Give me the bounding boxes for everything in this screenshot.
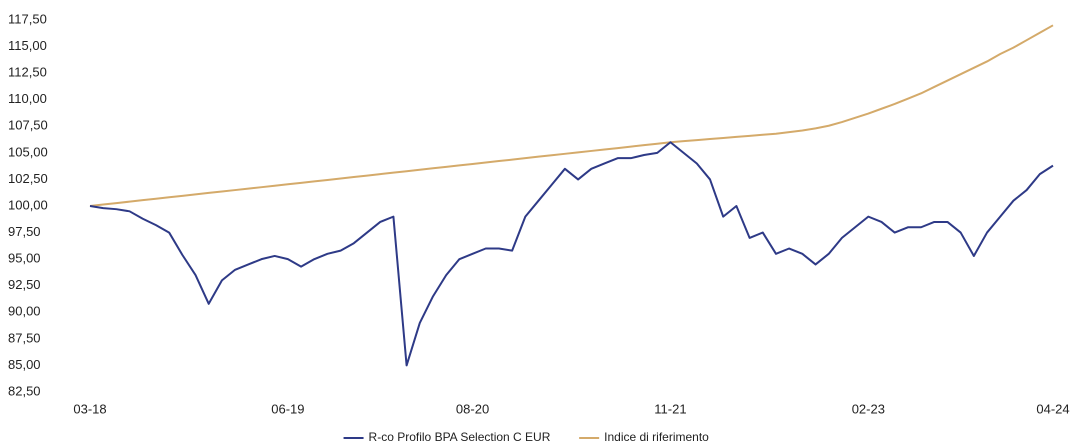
x-tick-label: 03-18 — [73, 401, 106, 416]
y-tick-label: 107,50 — [8, 118, 48, 133]
x-tick-label: 11-21 — [654, 401, 686, 416]
series-line — [89, 141, 1054, 367]
y-tick-label: 115,00 — [8, 38, 47, 53]
y-tick-label: 87,50 — [8, 330, 41, 345]
y-tick-label: 102,50 — [8, 171, 48, 186]
x-tick-label: 04-24 — [1036, 401, 1069, 416]
legend-label: Indice di riferimento — [604, 430, 709, 444]
y-tick-label: 85,00 — [8, 357, 41, 372]
y-tick-label: 95,00 — [8, 251, 41, 266]
legend-label: R-co Profilo BPA Selection C EUR — [369, 430, 551, 444]
x-tick-label: 02-23 — [852, 401, 885, 416]
x-tick-label: 06-19 — [271, 401, 304, 416]
y-tick-label: 82,50 — [8, 383, 41, 398]
y-tick-label: 117,50 — [8, 11, 47, 26]
y-tick-label: 92,50 — [8, 277, 41, 292]
y-tick-label: 110,00 — [8, 91, 47, 106]
y-tick-label: 112,50 — [8, 65, 47, 80]
x-tick-label: 08-20 — [456, 401, 489, 416]
y-tick-label: 105,00 — [8, 144, 48, 159]
y-tick-label: 100,00 — [8, 197, 48, 212]
series-line — [89, 24, 1054, 207]
y-tick-label: 97,50 — [8, 224, 41, 239]
y-tick-label: 90,00 — [8, 304, 41, 319]
